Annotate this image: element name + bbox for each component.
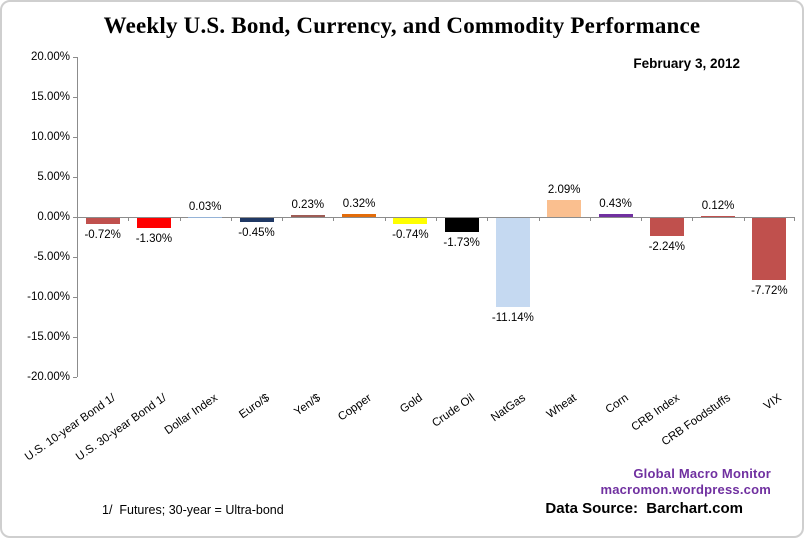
y-axis-tick-label: -20.00%: [27, 371, 70, 383]
bar-value-label: -0.45%: [238, 226, 275, 239]
bar-value-label: -0.74%: [392, 228, 429, 241]
bar-value-label: 0.43%: [599, 197, 632, 210]
attribution-block: Global Macro Monitor macromon.wordpress.…: [545, 466, 771, 517]
y-axis-tick-label: -10.00%: [27, 291, 70, 303]
y-axis-tick: [73, 137, 77, 138]
bar-value-label: -7.72%: [751, 284, 788, 297]
x-axis-tick: [589, 217, 591, 221]
y-axis-tick-label: -5.00%: [33, 251, 70, 263]
attribution-url: macromon.wordpress.com: [600, 482, 771, 497]
attribution-title: Global Macro Monitor: [633, 466, 771, 481]
x-axis-tick: [128, 217, 130, 221]
x-axis-tick: [538, 217, 540, 221]
chart-title: Weekly U.S. Bond, Currency, and Commodit…: [103, 13, 701, 38]
bar-corn: [598, 213, 633, 217]
y-axis-tick-label: 15.00%: [30, 91, 70, 103]
bar-value-label: -1.30%: [135, 233, 173, 246]
x-axis-tick: [282, 217, 284, 221]
y-axis-tick-label: 0.00%: [37, 211, 70, 223]
x-axis-tick: [436, 217, 437, 221]
bar-value-label: 2.09%: [547, 184, 581, 197]
bar-u-s-10-year-bond-1: [85, 218, 120, 224]
bar-crb-index: [649, 218, 684, 236]
y-axis-tick: [73, 97, 77, 98]
y-axis-tick: [73, 257, 77, 258]
x-axis-tick: [384, 217, 386, 221]
bar-euro: [239, 218, 274, 222]
x-axis-tick: [77, 217, 78, 221]
bar-copper: [342, 214, 377, 217]
y-axis-tick: [73, 57, 77, 58]
y-axis-tick: [73, 337, 77, 338]
footnote: 1/ Futures; 30-year = Ultra-bond: [102, 503, 284, 517]
x-axis-tick: [487, 217, 489, 221]
bar-vix: [752, 218, 787, 280]
y-axis-tick-label: 10.00%: [30, 131, 70, 143]
bar-crb-foodstuffs: [701, 216, 736, 218]
x-axis-tick: [641, 217, 643, 221]
y-axis-tick: [73, 377, 77, 378]
bar-value-label: -11.14%: [491, 312, 534, 325]
bar-dollar-index: [188, 216, 223, 218]
x-axis-tick: [794, 217, 795, 221]
bar-crude-oil: [444, 218, 479, 232]
bar-value-label: -2.24%: [648, 240, 685, 253]
y-axis-tick-label: -15.00%: [27, 331, 70, 343]
bar-value-label: 0.32%: [342, 198, 376, 211]
bar-natgas: [495, 218, 530, 308]
bar-gold: [393, 218, 428, 224]
data-source: Data Source: Barchart.com: [545, 500, 743, 517]
y-axis-tick-label: 5.00%: [37, 171, 70, 183]
plot-area: -0.72% -1.30% 0.03% -0.45% 0.23% 0.32% -0.74% -…: [73, 57, 795, 378]
x-axis-tick: [179, 217, 181, 221]
x-axis-tick: [333, 217, 335, 221]
bar-value-label: 0.12%: [701, 200, 735, 213]
bar-value-label: 0.23%: [291, 199, 325, 212]
bar-yen: [290, 215, 325, 217]
bar-u-s-30-year-bond-1: [136, 218, 171, 229]
x-axis-tick: [692, 217, 694, 221]
y-axis-tick: [73, 217, 77, 218]
x-axis-tick: [743, 217, 745, 221]
bar-value-label: 0.03%: [188, 200, 222, 213]
y-axis-tick: [73, 297, 77, 298]
bar-value-label: -1.73%: [443, 236, 480, 249]
x-axis-tick: [230, 217, 232, 221]
chart-date: February 3, 2012: [633, 56, 740, 71]
bar-wheat: [547, 200, 582, 217]
y-axis-tick-label: 20.00%: [30, 51, 70, 63]
bar-value-label: -0.72%: [84, 228, 121, 241]
y-axis-tick: [73, 177, 77, 178]
